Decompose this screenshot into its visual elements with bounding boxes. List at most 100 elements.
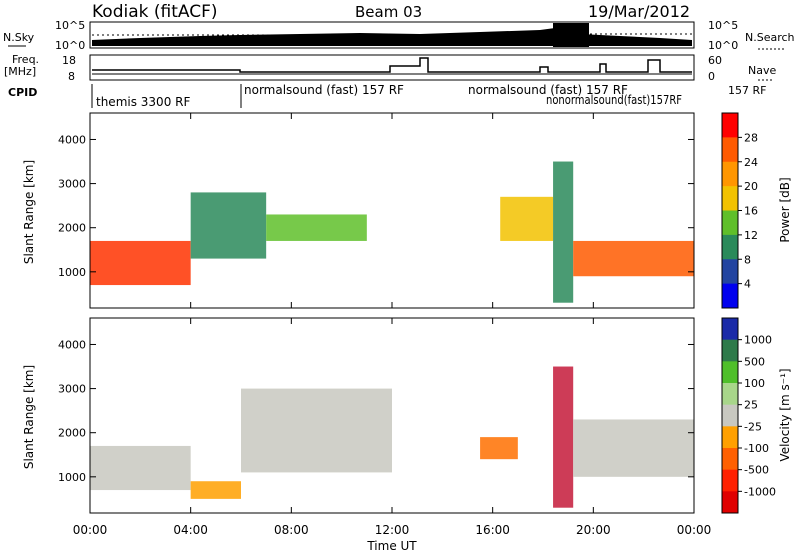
velocity-colorbar-tick-label: 25 [744, 399, 758, 412]
nsky-frame [89, 21, 695, 49]
velocity-colorbar-tick-label: 1000 [744, 334, 772, 347]
nave-tick-top: 60 [708, 54, 722, 67]
power-y-tick-label: 2000 [58, 222, 86, 235]
velocity-panel: 1000 2000 3000 4000 Slant Range [km] 1000 50… [22, 317, 792, 514]
time-tick-label: 00:00 [73, 523, 108, 537]
velocity-colorbar-tick-label: -100 [744, 442, 769, 455]
velocity-echo-band [90, 445, 191, 491]
power-colorbar-swatch [722, 113, 738, 138]
time-axis: 00:00 04:00 08:00 12:00 16:00 20:00 00:00 [73, 113, 712, 537]
nsearch-tick-bottom: 10^0 [708, 39, 738, 52]
power-colorbar-swatch [722, 210, 738, 236]
power-colorbar-tick-label: 4 [744, 278, 751, 291]
nsky-label: N.Sky [3, 31, 35, 44]
freq-strip: Freq. [MHz] 18 8 60 0 Nave [4, 53, 776, 83]
power-y-label: Slant Range [km] [22, 160, 36, 264]
power-y-axis: 1000 2000 3000 4000 [58, 133, 694, 279]
nsky-tick-top: 10^5 [55, 19, 85, 32]
power-colorbar-tick-label: 28 [744, 131, 758, 144]
velocity-y-tick-label: 1000 [58, 471, 86, 484]
velocity-colorbar-tick-label: -500 [744, 464, 769, 477]
time-tick-label: 20:00 [576, 523, 611, 537]
nsky-burst [553, 23, 589, 47]
cpid-entry-3: normalsound (fast) 157 RF [468, 83, 628, 97]
velocity-y-label: Slant Range [km] [22, 365, 36, 469]
velocity-y-tick-label: 3000 [58, 383, 86, 396]
cpid-entry-4: nonormalsound(fast)157RF [546, 93, 682, 107]
nsearch-label: N.Search [745, 31, 795, 44]
power-colorbar-tick-label: 8 [744, 253, 751, 266]
velocity-colorbar-swatch [722, 404, 738, 427]
velocity-colorbar-tick-label: 500 [744, 355, 765, 368]
cpid-label: CPID [8, 86, 37, 99]
power-colorbar-swatch [722, 137, 738, 163]
velocity-colorbar-tick-label: 100 [744, 377, 765, 390]
velocity-colorbar: 1000 500 100 25 -25 -100 -500 -1000 [721, 317, 776, 514]
velocity-colorbar-frame [721, 317, 739, 514]
cpid-entry-5: 157 RF [728, 84, 766, 97]
time-tick-label: 12:00 [375, 523, 410, 537]
nsky-trace [92, 28, 692, 46]
power-colorbar-swatch [722, 259, 738, 285]
velocity-y-axis: 1000 2000 3000 4000 [58, 338, 694, 484]
velocity-colorbar-swatch [722, 383, 738, 406]
time-tick-label: 00:00 [677, 523, 712, 537]
time-tick-label: 16:00 [475, 523, 510, 537]
power-colorbar: 28 24 20 16 12 8 4 [721, 112, 758, 309]
cpid-row: CPID themis 3300 RF normalsound (fast) 1… [8, 83, 766, 109]
freq-tick-bottom: 8 [68, 70, 75, 83]
freq-label: Freq. [12, 53, 39, 66]
date-title: 19/Mar/2012 [588, 2, 690, 21]
nave-tick-bottom: 0 [708, 70, 715, 83]
power-colorbar-swatch [722, 161, 738, 187]
power-echo-band [500, 196, 554, 241]
x-axis-label: Time UT [366, 539, 417, 553]
nave-label: Nave [748, 64, 776, 77]
nsearch-trace [92, 33, 692, 36]
velocity-colorbar-tick-label: -25 [744, 420, 762, 433]
velocity-echo-band [573, 419, 694, 477]
time-tick-label: 08:00 [274, 523, 309, 537]
power-colorbar-tick-label: 16 [744, 205, 758, 218]
freq-trace [92, 57, 692, 73]
nsearch-tick-top: 10^5 [708, 19, 738, 32]
velocity-echo-band [480, 437, 518, 460]
freq-unit: [MHz] [4, 65, 36, 78]
power-colorbar-tick-label: 20 [744, 180, 758, 193]
beam-title: Beam 03 [355, 3, 422, 21]
power-y-tick-label: 4000 [58, 133, 86, 146]
velocity-colorbar-swatch [722, 491, 738, 514]
power-colorbar-swatch [722, 186, 738, 211]
power-echo-band [190, 192, 267, 259]
velocity-colorbar-swatch [722, 339, 738, 362]
velocity-colorbar-swatch [722, 361, 738, 384]
power-colorbar-tick-label: 24 [744, 156, 758, 169]
power-echo-band [553, 161, 574, 303]
power-y-tick-label: 1000 [58, 266, 86, 279]
velocity-colorbar-swatch [722, 426, 738, 449]
power-colorbar-swatch [722, 234, 738, 260]
power-echo-band [266, 214, 367, 241]
power-colorbar-swatch [722, 283, 738, 309]
velocity-colorbar-swatch [722, 448, 738, 471]
cpid-entry-2: normalsound (fast) 157 RF [244, 83, 404, 97]
velocity-y-tick-label: 2000 [58, 427, 86, 440]
power-echo-band [90, 240, 191, 286]
freq-tick-top: 18 [62, 54, 76, 67]
freq-frame [89, 54, 695, 81]
velocity-echo-band [553, 366, 574, 508]
nsky-tick-bottom: 10^0 [55, 39, 85, 52]
velocity-colorbar-swatch [722, 469, 738, 492]
cpid-entry-1: themis 3300 RF [96, 95, 190, 109]
power-echo-band [573, 240, 694, 277]
power-y-tick-label: 3000 [58, 178, 86, 191]
power-colorbar-label: Power [dB] [778, 177, 792, 242]
power-panel: 1000 2000 3000 4000 Slant Range [km] 28 24 20… [22, 112, 792, 309]
nsky-strip: N.Sky 10^5 10^0 10^5 10^0 N.Search [3, 19, 795, 52]
velocity-colorbar-tick-label: -1000 [744, 485, 776, 498]
time-tick-label: 04:00 [173, 523, 208, 537]
velocity-colorbar-swatch [722, 318, 738, 341]
velocity-echo-band [241, 388, 392, 473]
velocity-y-tick-label: 4000 [58, 338, 86, 351]
